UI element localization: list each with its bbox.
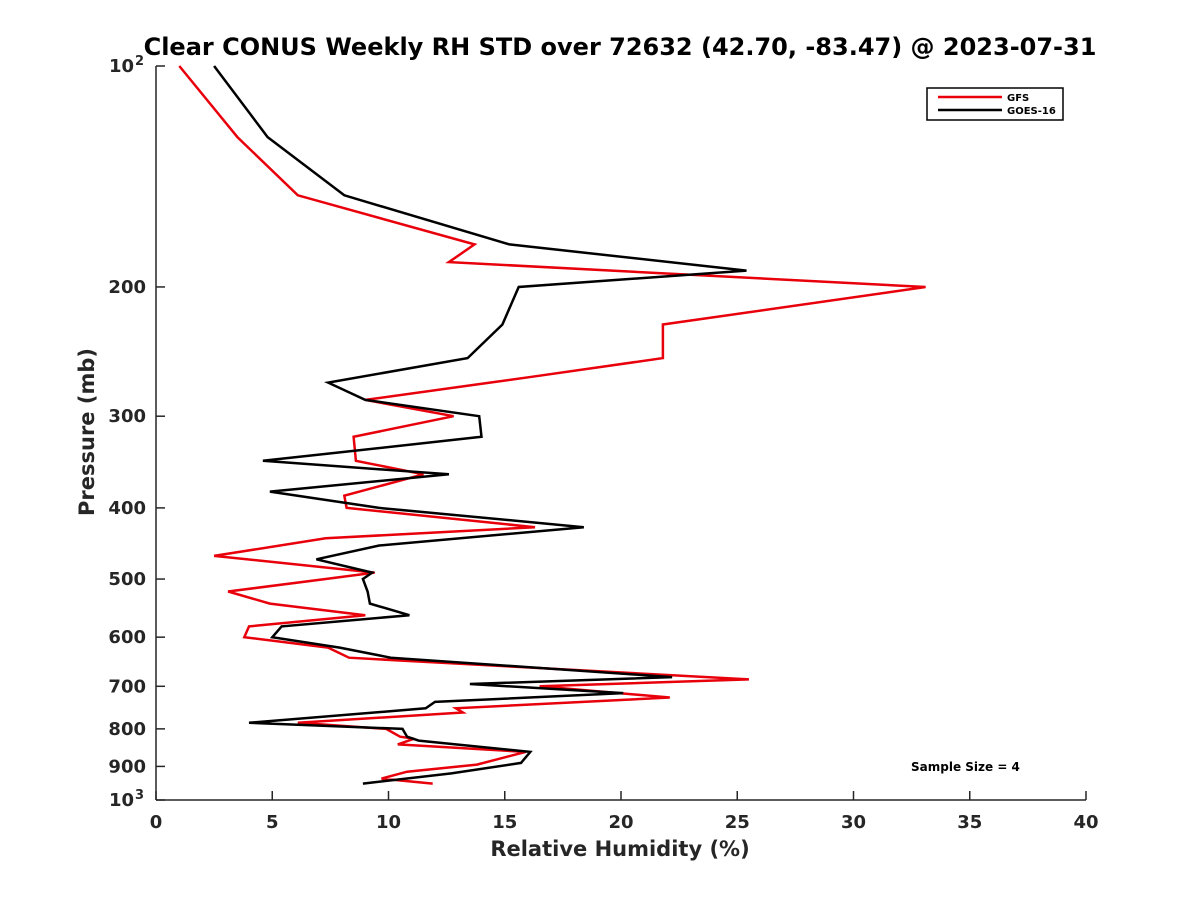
x-axis-label: Relative Humidity (%) xyxy=(490,837,749,861)
y-tick-label: 700 xyxy=(108,676,146,697)
legend-label-gfs: GFS xyxy=(1007,93,1029,104)
y-tick-label: 400 xyxy=(108,498,146,519)
y-tick-label: 10 xyxy=(109,56,134,77)
chart-title: Clear CONUS Weekly RH STD over 72632 (42… xyxy=(144,33,1097,61)
y-tick-exponent: 3 xyxy=(135,788,144,803)
legend-box xyxy=(926,87,1064,121)
y-tick-label: 300 xyxy=(108,406,146,427)
x-tick-label: 25 xyxy=(725,812,750,833)
y-axis-label: Pressure (mb) xyxy=(75,348,99,516)
y-tick-label: 10 xyxy=(109,790,134,811)
y-tick-label: 800 xyxy=(108,719,146,740)
y-tick-label: 200 xyxy=(108,277,146,298)
y-tick-label: 600 xyxy=(108,627,146,648)
x-tick-label: 0 xyxy=(150,812,163,833)
legend-label-goes16: GOES-16 xyxy=(1007,106,1056,117)
series-line-goes16 xyxy=(213,65,747,785)
series-layer xyxy=(178,65,926,785)
x-tick-label: 30 xyxy=(841,812,866,833)
x-tick-label: 35 xyxy=(957,812,982,833)
series-line-gfs xyxy=(178,65,926,785)
x-tick-label: 5 xyxy=(266,812,279,833)
y-tick-exponent: 2 xyxy=(135,54,144,69)
x-tick-label: 15 xyxy=(492,812,517,833)
sample-size-annotation: Sample Size = 4 xyxy=(911,760,1020,774)
axes-layer xyxy=(155,66,1086,801)
y-tick-label: 500 xyxy=(108,569,146,590)
legend: GFS GOES-16 xyxy=(926,87,1064,121)
x-tick-label: 20 xyxy=(608,812,633,833)
x-tick-label: 40 xyxy=(1073,812,1098,833)
x-tick-label: 10 xyxy=(376,812,401,833)
y-tick-label: 900 xyxy=(108,756,146,777)
